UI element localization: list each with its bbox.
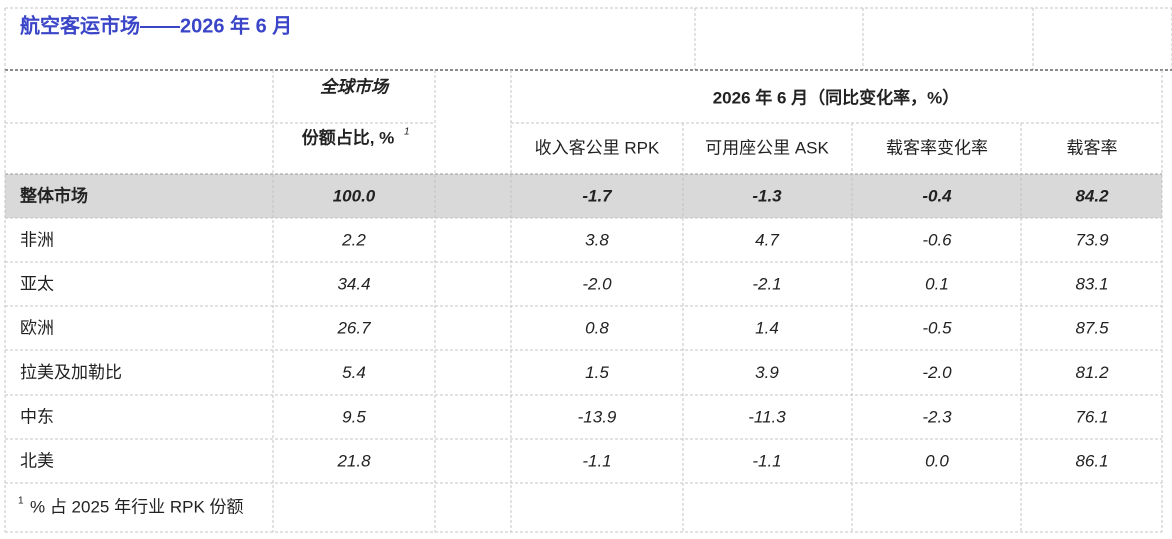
cell-value: 26.7	[336, 318, 371, 337]
column-header: 收入客公里 RPK	[535, 138, 660, 157]
cell-value: 1.4	[755, 318, 779, 337]
share-header: 份额占比, %	[302, 127, 395, 147]
row-label: 拉美及加勒比	[20, 363, 122, 382]
cell-value: 9.5	[342, 407, 366, 426]
cell-value: 73.9	[1075, 230, 1109, 249]
cell-value: 76.1	[1075, 407, 1108, 426]
column-header: 载客率	[1067, 138, 1118, 157]
cell-value: 100.0	[333, 186, 376, 205]
row-label: 欧洲	[20, 318, 54, 337]
cell-value: -1.1	[752, 451, 781, 470]
cell-value: 4.7	[755, 230, 779, 249]
cell-value: -1.3	[752, 186, 782, 205]
cell-value: -0.6	[922, 230, 952, 249]
cell-value: -2.3	[922, 407, 952, 426]
share-note: 1	[404, 127, 410, 138]
cell-value: 0.8	[585, 318, 609, 337]
cell-value: 84.2	[1075, 186, 1109, 205]
row-label: 中东	[20, 407, 54, 426]
cell-value: -1.7	[582, 186, 613, 205]
total-row-bg	[5, 174, 1162, 218]
cell-value: 83.1	[1075, 274, 1108, 293]
row-label: 亚太	[20, 274, 54, 293]
cell-value: 86.1	[1075, 451, 1108, 470]
cell-value: -2.1	[752, 274, 781, 293]
cell-value: 0.1	[925, 274, 949, 293]
cell-value: 21.8	[336, 451, 371, 470]
cell-value: -0.4	[922, 186, 952, 205]
column-header: 载客率变化率	[886, 138, 988, 157]
cell-value: 3.8	[585, 230, 609, 249]
group-left: 全球市场	[320, 77, 390, 96]
row-label: 整体市场	[20, 185, 88, 205]
cell-value: -11.3	[748, 407, 786, 426]
footnote-mark: 1	[18, 496, 24, 507]
row-label: 北美	[20, 451, 54, 470]
cell-value: -1.1	[582, 451, 611, 470]
cell-value: -2.0	[922, 363, 952, 382]
cell-value: 1.5	[585, 363, 609, 382]
cell-value: 2.2	[341, 230, 366, 249]
cell-value: 5.4	[342, 363, 366, 382]
cell-value: 81.2	[1075, 363, 1109, 382]
title: 航空客运市场——2026 年 6 月	[20, 13, 292, 37]
column-header: 可用座公里 ASK	[705, 138, 829, 157]
cell-value: 3.9	[755, 363, 779, 382]
cell-value: 34.4	[337, 274, 370, 293]
cell-value: -13.9	[578, 407, 617, 426]
cell-value: 0.0	[925, 451, 949, 470]
footnote-text: % 占 2025 年行业 RPK 份额	[30, 497, 244, 516]
cell-value: 87.5	[1075, 318, 1109, 337]
cell-value: -0.5	[922, 318, 952, 337]
group-right: 2026 年 6 月（同比变化率，%）	[713, 87, 960, 107]
row-label: 非洲	[20, 230, 54, 249]
cell-value: -2.0	[582, 274, 612, 293]
